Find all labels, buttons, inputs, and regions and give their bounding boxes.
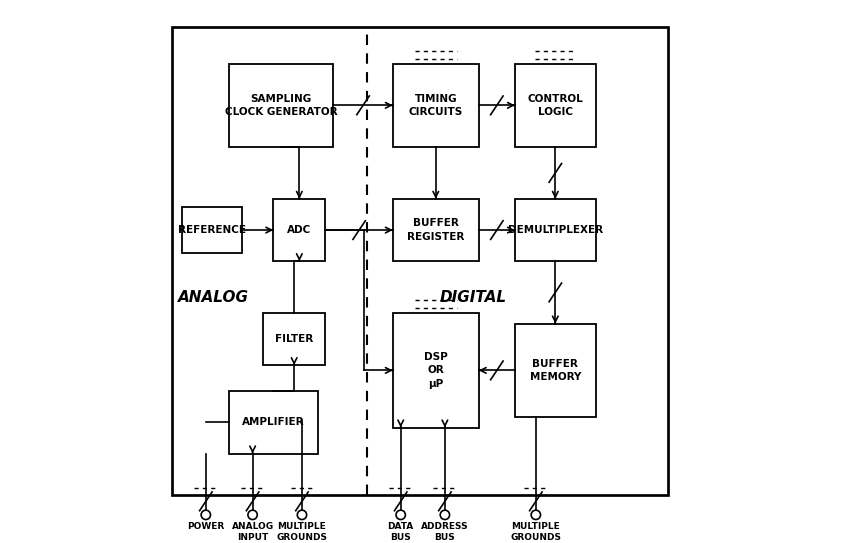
FancyBboxPatch shape <box>393 199 479 261</box>
FancyBboxPatch shape <box>515 64 596 147</box>
Text: ADC: ADC <box>287 225 312 235</box>
FancyBboxPatch shape <box>229 391 318 453</box>
Text: SAMPLING
CLOCK GENERATOR: SAMPLING CLOCK GENERATOR <box>225 94 337 117</box>
Circle shape <box>201 510 211 520</box>
Text: POWER: POWER <box>187 522 224 531</box>
Text: BUFFER
MEMORY: BUFFER MEMORY <box>529 359 581 382</box>
FancyBboxPatch shape <box>229 64 333 147</box>
Text: ANALOG
INPUT: ANALOG INPUT <box>232 522 274 542</box>
Text: TIMING
CIRCUITS: TIMING CIRCUITS <box>409 94 463 117</box>
FancyBboxPatch shape <box>515 324 596 417</box>
Text: DIGITAL: DIGITAL <box>440 290 507 305</box>
Circle shape <box>440 510 449 520</box>
FancyBboxPatch shape <box>263 313 325 365</box>
Circle shape <box>248 510 257 520</box>
Text: FILTER: FILTER <box>275 334 314 344</box>
Text: AMPLIFIER: AMPLIFIER <box>242 418 304 427</box>
Text: BUFFER
REGISTER: BUFFER REGISTER <box>407 218 464 242</box>
Text: CONTROL
LOGIC: CONTROL LOGIC <box>528 94 583 117</box>
Circle shape <box>531 510 540 520</box>
FancyBboxPatch shape <box>393 64 479 147</box>
Text: MULTIPLE
GROUNDS: MULTIPLE GROUNDS <box>277 522 327 542</box>
FancyBboxPatch shape <box>515 199 596 261</box>
Text: ADDRESS
BUS: ADDRESS BUS <box>421 522 469 542</box>
Text: DATA
BUS: DATA BUS <box>388 522 414 542</box>
FancyBboxPatch shape <box>182 207 242 254</box>
Circle shape <box>298 510 307 520</box>
Text: ANALOG: ANALOG <box>178 290 250 305</box>
Circle shape <box>396 510 405 520</box>
Text: DEMULTIPLEXER: DEMULTIPLEXER <box>507 225 603 235</box>
Text: MULTIPLE
GROUNDS: MULTIPLE GROUNDS <box>510 522 561 542</box>
Text: DSP
OR
μP: DSP OR μP <box>424 352 448 389</box>
FancyBboxPatch shape <box>273 199 325 261</box>
FancyBboxPatch shape <box>393 313 479 427</box>
Text: REFERENCE: REFERENCE <box>179 225 246 235</box>
